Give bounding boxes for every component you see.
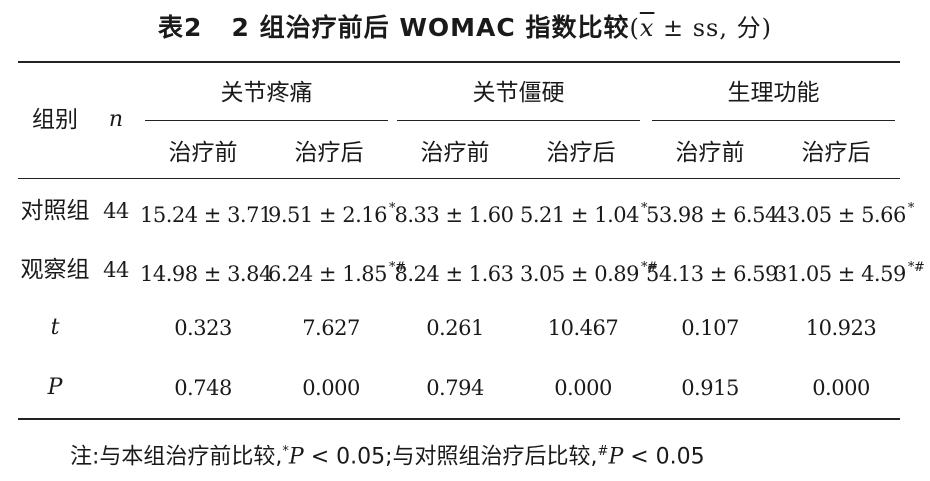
header-category-stiffness: 关节僵硬 bbox=[472, 80, 565, 106]
table-cell: 0.000 bbox=[554, 376, 612, 400]
header-rule bbox=[18, 178, 900, 179]
table-cell: 0.915 bbox=[681, 376, 739, 400]
table-cell: 0.794 bbox=[426, 376, 484, 400]
table-cell: 0.107 bbox=[681, 316, 739, 340]
footnote-mark: # bbox=[597, 444, 609, 459]
row-n: 44 bbox=[103, 199, 129, 223]
row-label-control: 对照组 bbox=[20, 198, 90, 224]
header-subcol: 治疗后 bbox=[546, 140, 616, 166]
table-cell: 10.467 bbox=[547, 316, 619, 340]
table-cell: 10.923 bbox=[805, 316, 877, 340]
table-cell: 15.24 ± 3.71 bbox=[140, 203, 272, 227]
header-subcol: 治疗前 bbox=[168, 140, 238, 166]
table-cell: 53.98 ± 6.54 bbox=[646, 203, 778, 227]
table-cell: 0.000 bbox=[302, 376, 360, 400]
header-subcol: 治疗后 bbox=[801, 140, 871, 166]
table-cell: 0.748 bbox=[174, 376, 232, 400]
table-cell: 31.05 ± 4.59 *# bbox=[774, 260, 925, 286]
header-subcol: 治疗前 bbox=[675, 140, 745, 166]
row-label-p: P bbox=[47, 375, 63, 400]
header-category-function: 生理功能 bbox=[727, 80, 820, 106]
table-cell: 7.627 bbox=[302, 316, 360, 340]
footnote-mark: * bbox=[282, 444, 289, 459]
top-rule bbox=[18, 61, 900, 63]
row-n: 44 bbox=[103, 258, 129, 282]
significance-mark: * bbox=[907, 201, 915, 216]
table-footnote: 注:与本组治疗前比较,*P < 0.05;与对照组治疗后比较,#P < 0.05 bbox=[70, 444, 705, 470]
significance-mark: * bbox=[640, 201, 648, 216]
table-unit: (x ± ss, 分) bbox=[629, 14, 772, 42]
significance-mark: *# bbox=[907, 260, 925, 275]
table-title: 表2 2 组治疗前后 WOMAC 指数比较(x ± ss, 分) bbox=[0, 8, 930, 44]
table-cell: 14.98 ± 3.84 bbox=[140, 262, 272, 286]
category-underline-3 bbox=[652, 120, 895, 121]
table-cell: 3.05 ± 0.89 *# bbox=[520, 260, 658, 286]
significance-mark: *# bbox=[640, 260, 658, 275]
table-cell: 9.51 ± 2.16 * bbox=[268, 201, 396, 227]
header-subcol: 治疗后 bbox=[294, 140, 364, 166]
header-category-pain: 关节疼痛 bbox=[220, 80, 313, 106]
row-label-observation: 观察组 bbox=[20, 257, 90, 283]
header-group: 组别 bbox=[32, 107, 78, 133]
row-label-t: t bbox=[50, 315, 60, 340]
significance-mark: * bbox=[388, 201, 396, 216]
table-cell: 0.261 bbox=[426, 316, 484, 340]
header-n: n bbox=[108, 107, 124, 132]
table-cell: 8.33 ± 1.60 bbox=[394, 203, 514, 227]
header-subcol: 治疗前 bbox=[420, 140, 490, 166]
table-cell: 43.05 ± 5.66 * bbox=[774, 201, 914, 227]
table-title-text: 2 组治疗前后 WOMAC 指数比较 bbox=[231, 13, 630, 42]
mean-symbol: x bbox=[639, 14, 655, 42]
category-underline-2 bbox=[397, 120, 640, 121]
category-underline-1 bbox=[145, 120, 388, 121]
bottom-rule bbox=[18, 418, 900, 420]
table-cell: 0.323 bbox=[174, 316, 232, 340]
table-cell: 5.21 ± 1.04 * bbox=[520, 201, 648, 227]
table-cell: 0.000 bbox=[812, 376, 870, 400]
table-label: 表2 bbox=[158, 13, 203, 42]
significance-mark: *# bbox=[388, 260, 406, 275]
table-cell: 8.24 ± 1.63 bbox=[394, 262, 514, 286]
table-cell: 54.13 ± 6.59 bbox=[646, 262, 778, 286]
table-cell: 6.24 ± 1.85 *# bbox=[268, 260, 406, 286]
